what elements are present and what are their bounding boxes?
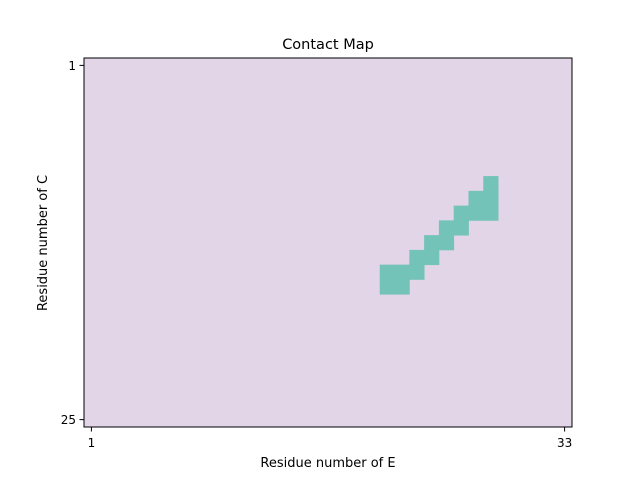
contact-cell [409,249,425,266]
contact-cell [483,176,499,192]
contact-cell [483,205,499,221]
plot-layer [83,57,573,428]
contact-cell [483,190,499,206]
x-tick-label: 33 [557,436,572,450]
chart-title: Contact Map [282,37,374,53]
contact-cell [438,235,455,251]
x-axis-label: Residue number of E [260,456,395,471]
contact-cell [424,249,440,266]
contact-cell [379,264,395,280]
contact-cell [453,220,469,236]
contact-cell [468,205,484,221]
heatmap-background [84,58,572,427]
y-tick-label: 25 [61,413,76,427]
contact-cell [424,235,440,251]
contact-cell [394,264,410,280]
contact-cell [453,205,469,221]
tick-layer: 1 33 1 25 [61,59,573,450]
x-tick-label: 1 [88,436,96,450]
contact-cell [409,264,425,280]
contact-cell [468,190,484,206]
y-axis-label: Residue number of C [36,175,51,311]
contact-cell [394,279,410,295]
contact-cell [438,220,455,236]
y-tick-label: 1 [68,59,76,73]
axes-frame [83,57,573,428]
contact-cell [379,279,395,295]
